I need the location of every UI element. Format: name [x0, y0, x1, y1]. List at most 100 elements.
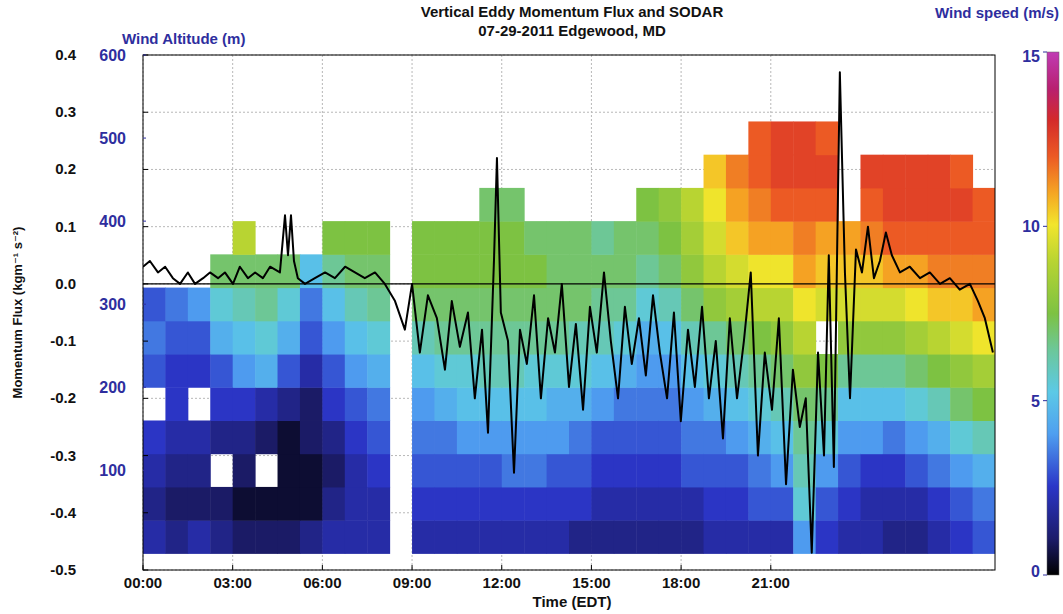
y-tick	[143, 283, 148, 284]
x-tick-label: 21:00	[752, 574, 790, 591]
heatmap-cell	[502, 254, 525, 288]
heatmap-cell	[412, 254, 435, 288]
heatmap-cell	[883, 520, 906, 554]
heatmap-cell	[704, 387, 727, 421]
heatmap-cell	[434, 221, 457, 255]
heatmap-cell	[883, 155, 906, 189]
y-tick	[143, 455, 148, 456]
y-tick	[143, 512, 148, 513]
heatmap-cell	[547, 354, 570, 388]
heatmap-cell	[233, 454, 256, 488]
heatmap-cell	[479, 288, 502, 322]
heatmap-cell	[726, 155, 749, 189]
subtitle: 07-29-2011 Edgewood, MD	[478, 22, 666, 39]
heatmap-cell	[748, 321, 771, 355]
y2-tick-label: 600	[99, 47, 126, 64]
heatmap-cell	[591, 454, 614, 488]
heatmap-cell	[771, 487, 794, 521]
heatmap-cell	[457, 454, 480, 488]
heatmap-cell	[726, 520, 749, 554]
heatmap-cell	[928, 420, 951, 454]
heatmap-cell	[793, 420, 816, 454]
heatmap-cell	[322, 420, 345, 454]
plot-frame	[143, 55, 995, 570]
heatmap-cell	[636, 254, 659, 288]
heatmap-cell	[860, 487, 883, 521]
heatmap-cell	[367, 321, 390, 355]
heatmap-cell	[838, 487, 861, 521]
colorbar-tick-label: 5	[1031, 393, 1040, 410]
heatmap-cell	[838, 454, 861, 488]
heatmap-cell	[838, 221, 861, 255]
heatmap-cell	[771, 188, 794, 222]
heatmap-cell	[255, 420, 278, 454]
heatmap-cell	[973, 454, 995, 488]
heatmap-cell	[860, 188, 883, 222]
heatmap-cell	[188, 288, 211, 322]
heatmap-cell	[973, 221, 995, 255]
heatmap-cell	[704, 487, 727, 521]
heatmap-cell	[905, 520, 928, 554]
heatmap-cell	[816, 487, 839, 521]
heatmap-cell	[973, 420, 995, 454]
heatmap-cell	[928, 188, 951, 222]
heatmap-cell	[143, 520, 166, 554]
heatmap-cell	[165, 420, 188, 454]
y-tick-label: -0.3	[50, 447, 76, 464]
heatmap-cell	[636, 520, 659, 554]
heatmap-cell	[771, 155, 794, 189]
heatmap-cell	[547, 454, 570, 488]
y-tick	[143, 226, 148, 227]
heatmap-cell	[726, 188, 749, 222]
heatmap-cell	[233, 387, 256, 421]
y-tick-label: -0.5	[50, 561, 76, 578]
heatmap-cell	[591, 354, 614, 388]
x-tick-label: 00:00	[124, 574, 162, 591]
heatmap-cell	[322, 487, 345, 521]
heatmap-cell	[367, 288, 390, 322]
heatmap-cell	[928, 487, 951, 521]
heatmap-cell	[614, 487, 637, 521]
heatmap-cell	[883, 188, 906, 222]
lines	[143, 72, 993, 553]
heatmap-cell	[748, 520, 771, 554]
heatmap-cell	[950, 487, 973, 521]
heatmap-cell	[367, 520, 390, 554]
heatmap-cell	[569, 420, 592, 454]
heatmap-cell	[838, 520, 861, 554]
heatmap-cell	[860, 288, 883, 322]
heatmap-cell	[188, 487, 211, 521]
y-tick	[143, 398, 148, 399]
heatmap-cell	[345, 288, 368, 322]
zero-line	[143, 283, 995, 284]
heatmap-cell	[950, 387, 973, 421]
heatmap-cell	[591, 420, 614, 454]
y-tick	[143, 112, 148, 113]
heatmap-cell	[278, 520, 301, 554]
heatmap-cell	[502, 487, 525, 521]
heatmap-cell	[412, 520, 435, 554]
heatmap-cell	[479, 487, 502, 521]
heatmap-cell	[704, 221, 727, 255]
heatmap-cell	[726, 454, 749, 488]
y2-tick	[143, 138, 146, 139]
heatmap-cell	[950, 454, 973, 488]
heatmap-cell	[345, 454, 368, 488]
heatmap-cell	[905, 188, 928, 222]
y-axis-title: Momentum Flux (kgm⁻¹ s⁻²)	[10, 227, 25, 399]
heatmap-cell	[704, 155, 727, 189]
heatmap-cell	[883, 288, 906, 322]
heatmap-cell	[659, 188, 682, 222]
heatmap-cell	[928, 520, 951, 554]
heatmap-cell	[793, 221, 816, 255]
heatmap-cell	[524, 454, 547, 488]
heatmap-cell	[165, 354, 188, 388]
heatmap-cell	[345, 487, 368, 521]
heatmap-cell	[502, 520, 525, 554]
heatmap-cell	[659, 420, 682, 454]
x-tick-label: 03:00	[213, 574, 251, 591]
heatmap-cell	[704, 288, 727, 322]
heatmap-cell	[636, 454, 659, 488]
x-tick	[322, 565, 323, 570]
heatmap-cell	[165, 288, 188, 322]
